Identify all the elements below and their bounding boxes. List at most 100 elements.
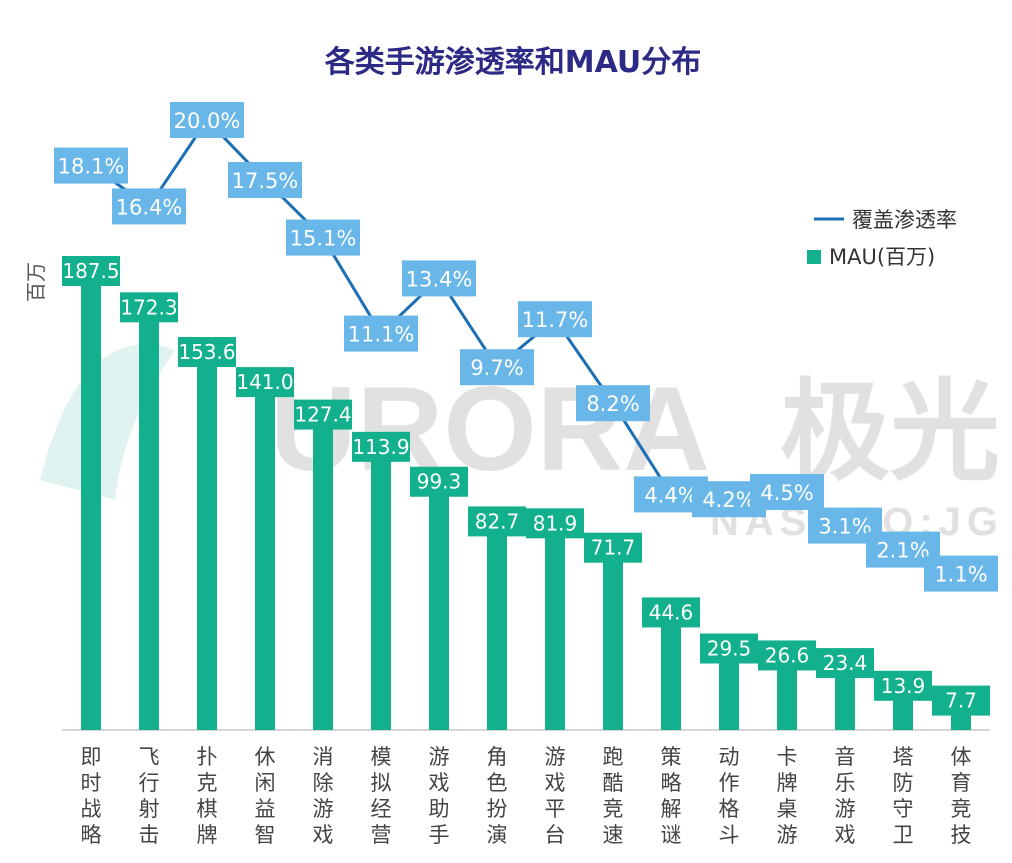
x-tick-label-10: 策略解谜 xyxy=(661,745,682,847)
x-tick-label-11: 动作格斗 xyxy=(719,745,740,847)
x-tick-label-8: 游戏平台 xyxy=(545,745,566,847)
line-label-3: 17.5% xyxy=(232,169,299,193)
bar-label-box-8 xyxy=(526,508,584,539)
bar-label-8: 81.9 xyxy=(533,511,578,535)
legend-bar-label: MAU(百万) xyxy=(829,245,935,269)
line-label-7: 9.7% xyxy=(470,356,523,380)
bar-label-box-4 xyxy=(294,399,352,430)
line-label-box-5 xyxy=(344,315,418,352)
x-tick-label-7: 角色扮演 xyxy=(487,745,508,847)
bar-8 xyxy=(545,534,565,730)
bar-label-5: 113.9 xyxy=(352,435,409,459)
bar-label-box-1 xyxy=(120,292,178,323)
line-label-14: 2.1% xyxy=(876,539,929,563)
bar-2 xyxy=(197,362,217,730)
line-label-2: 20.0% xyxy=(174,109,241,133)
bar-label-15: 7.7 xyxy=(945,689,977,713)
bar-label-box-2 xyxy=(178,336,236,367)
line-label-9: 8.2% xyxy=(586,392,639,416)
bar-label-box-9 xyxy=(584,532,642,563)
line-label-15: 1.1% xyxy=(934,563,987,587)
line-label-box-6 xyxy=(402,260,476,297)
bar-label-11: 29.5 xyxy=(707,637,752,661)
x-tick-label-15: 体育竞技 xyxy=(951,745,972,847)
bar-14 xyxy=(893,696,913,730)
bar-13 xyxy=(835,674,855,730)
line-label-5: 11.1% xyxy=(348,323,415,347)
x-tick-label-4: 消除游戏 xyxy=(313,745,334,847)
bar-label-0: 187.5 xyxy=(62,259,119,283)
line-label-0: 18.1% xyxy=(58,155,125,179)
bar-label-9: 71.7 xyxy=(591,536,636,560)
bar-4 xyxy=(313,425,333,730)
bar-label-3: 141.0 xyxy=(236,370,293,394)
bar-label-box-10 xyxy=(642,597,700,628)
bar-label-box-11 xyxy=(700,633,758,664)
line-label-box-1 xyxy=(112,188,186,225)
line-label-12: 4.5% xyxy=(760,481,813,505)
bar-15 xyxy=(951,711,971,730)
line-label-6: 13.4% xyxy=(406,267,473,291)
bar-label-1: 172.3 xyxy=(120,295,177,319)
line-label-box-9 xyxy=(576,385,650,422)
bar-label-13: 23.4 xyxy=(823,651,868,675)
legend: 覆盖渗透率 MAU(百万) xyxy=(807,208,957,269)
y-axis-label: 百万 xyxy=(24,262,48,302)
bar-label-box-12 xyxy=(758,640,816,671)
bar-label-box-5 xyxy=(352,431,410,462)
bar-11 xyxy=(719,659,739,730)
chart-title: 各类手游渗透率和MAU分布 xyxy=(324,45,702,80)
x-tick-labels: 即时战略 飞行射击 扑克棋牌 休闲益智 消除游戏 模拟经营 游戏助手 角色扮演 游戏平台 跑酷竞速… xyxy=(81,745,972,847)
line-label-8: 11.7% xyxy=(522,308,589,332)
bar-7 xyxy=(487,532,507,730)
x-tick-label-9: 跑酷竞速 xyxy=(603,745,624,847)
bar-label-4: 127.4 xyxy=(294,403,351,427)
bar-label-12: 26.6 xyxy=(765,643,810,667)
bar-5 xyxy=(371,457,391,730)
bar-label-box-14 xyxy=(874,670,932,701)
bar-0 xyxy=(81,282,101,730)
bar-label-6: 99.3 xyxy=(417,470,462,494)
bar-label-2: 153.6 xyxy=(178,340,235,364)
bar-label-box-15 xyxy=(932,685,990,716)
line-label-4: 15.1% xyxy=(290,227,357,251)
line-label-box-4 xyxy=(286,219,360,256)
x-tick-label-0: 即时战略 xyxy=(81,745,102,847)
x-tick-label-2: 扑克棋牌 xyxy=(197,745,218,847)
line-label-box-0 xyxy=(54,147,128,184)
x-tick-label-12: 卡牌桌游 xyxy=(777,745,798,847)
line-label-10: 4.4% xyxy=(644,483,697,507)
bar-label-box-13 xyxy=(816,648,874,679)
bar-label-box-3 xyxy=(236,367,294,398)
line-label-box-7 xyxy=(460,349,534,386)
x-tick-label-1: 飞行射击 xyxy=(139,745,160,847)
bar-label-box-7 xyxy=(468,506,526,537)
line-label-11: 4.2% xyxy=(702,488,755,512)
x-tick-label-3: 休闲益智 xyxy=(255,745,276,847)
bar-12 xyxy=(777,666,797,730)
bar-label-box-6 xyxy=(410,466,468,497)
bar-label-7: 82.7 xyxy=(475,509,520,533)
line-label-box-8 xyxy=(518,301,592,338)
bar-label-10: 44.6 xyxy=(649,600,694,624)
bar-6 xyxy=(429,492,449,730)
bar-label-14: 13.9 xyxy=(881,674,926,698)
x-tick-label-5: 模拟经营 xyxy=(371,745,392,847)
legend-bar-swatch xyxy=(807,250,821,264)
x-tick-label-14: 塔防守卫 xyxy=(893,745,914,847)
bars xyxy=(81,282,971,730)
line-label-box-3 xyxy=(228,162,302,198)
line-label-1: 16.4% xyxy=(116,195,183,219)
line-label-box-12 xyxy=(750,474,824,510)
line-label-13: 3.1% xyxy=(818,515,871,539)
bar-9 xyxy=(603,558,623,730)
penetration-line-layer: 18.1% 16.4% 20.0% 17.5% 15.1% 11.1% 13.4% 9.7% 1… xyxy=(54,102,998,592)
line-label-box-15 xyxy=(924,555,998,592)
bar-label-box-0 xyxy=(62,256,120,286)
line-label-box-2 xyxy=(170,102,244,138)
x-tick-label-6: 游戏助手 xyxy=(429,745,450,847)
bar-1 xyxy=(139,318,159,730)
bar-10 xyxy=(661,623,681,730)
